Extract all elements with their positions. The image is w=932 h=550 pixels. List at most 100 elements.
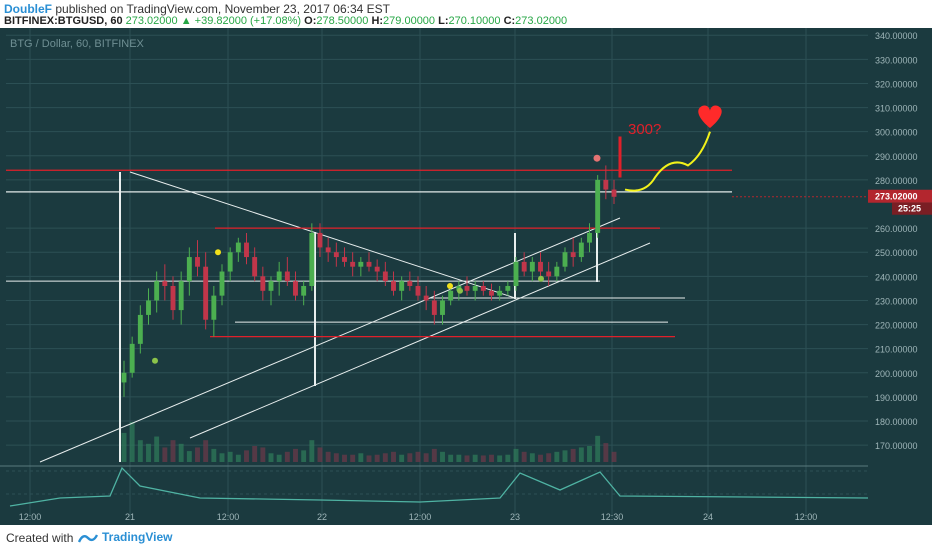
candlesticks[interactable] — [121, 165, 617, 397]
volume-bar — [595, 435, 601, 462]
volume-bar — [162, 447, 168, 462]
volume-bar — [554, 451, 560, 462]
candle — [611, 179, 617, 205]
candle-body — [480, 285, 486, 291]
price-tick-label: 190.00000 — [875, 393, 918, 403]
candle — [374, 259, 380, 282]
current-price-label: 273.02000 — [875, 192, 918, 202]
candle — [317, 223, 323, 258]
volume-bar — [497, 455, 503, 462]
volume-bar — [570, 448, 576, 462]
time-axis[interactable]: 12:00 21 12:00 22 12:00 23 12:30 24 12:00 — [19, 512, 818, 522]
candle-body — [260, 276, 266, 291]
annotations: 300? — [152, 105, 722, 364]
candle-body — [440, 300, 445, 315]
candle — [350, 252, 356, 277]
candle-body — [186, 257, 192, 282]
candle-body — [129, 343, 135, 373]
price-axis[interactable]: 340.00000 330.00000 320.00000 310.00000 300.… — [868, 28, 932, 525]
volume-bar — [374, 454, 380, 462]
candle — [211, 285, 217, 337]
candle — [407, 271, 413, 291]
price-chart[interactable]: BTG / Dollar, 60, BITFINEX 300? 1.00000.… — [0, 28, 932, 525]
high-value: 279.00000 — [383, 15, 436, 27]
candle-body — [203, 266, 209, 320]
candle-body — [178, 281, 184, 311]
volume-bar — [366, 455, 372, 462]
tradingview-brand[interactable]: TradingView — [102, 530, 173, 544]
volume-bar — [546, 453, 552, 462]
candle-body — [464, 285, 470, 291]
volume-bar — [309, 440, 315, 462]
indicator-dot — [152, 357, 158, 364]
candle-body — [325, 247, 331, 253]
candle — [538, 252, 543, 277]
candle — [431, 290, 437, 325]
candle — [178, 271, 184, 325]
chart-watermark: BTG / Dollar, 60, BITFINEX — [10, 38, 145, 50]
candle — [546, 261, 552, 286]
chart-footer: Created with TradingView — [0, 525, 932, 550]
symbol-ohlc-line: BITFINEX:BTGUSD, 60 273.02000 ▲ +39.8200… — [4, 15, 567, 27]
trend-line — [189, 242, 651, 439]
candle-body — [521, 261, 527, 272]
indicator-dot — [447, 282, 453, 289]
volume-bar — [227, 451, 233, 462]
volume-bar — [562, 450, 568, 462]
volume-bar — [252, 446, 258, 462]
candle-body — [382, 271, 388, 282]
published-text: published on TradingView.com, November 2… — [55, 2, 390, 16]
volume-bar — [121, 432, 127, 462]
volume-bar — [293, 448, 298, 462]
candle-body — [423, 295, 429, 301]
volume-bar — [448, 454, 454, 462]
low-value: 270.10000 — [448, 15, 501, 27]
price-tick-label: 230.00000 — [875, 296, 918, 306]
volume-bar — [415, 451, 421, 462]
time-tick-label: 23 — [510, 512, 520, 522]
candle-body — [489, 290, 494, 296]
candle — [497, 285, 503, 301]
candle — [235, 237, 241, 262]
volume-bar — [521, 451, 527, 462]
low-label: L: — [438, 15, 449, 27]
time-tick-label: 12:00 — [795, 512, 818, 522]
volume-bar — [276, 454, 282, 462]
volume-bar — [603, 443, 609, 462]
trend-drawings — [6, 169, 868, 463]
author-name[interactable]: DoubleF — [4, 2, 52, 16]
candle-body — [235, 242, 241, 253]
volume-bar — [407, 453, 413, 462]
candle — [293, 271, 298, 301]
close-value: 273.02000 — [515, 15, 568, 27]
candle-body — [227, 252, 233, 272]
price-tick-label: 300.00000 — [875, 128, 918, 138]
candle — [129, 336, 135, 378]
candle-body — [162, 281, 168, 286]
candle — [423, 285, 429, 311]
heart-icon — [698, 105, 722, 128]
close-label: C: — [503, 15, 516, 27]
candle-body — [562, 252, 568, 267]
time-tick-label: 12:00 — [19, 512, 42, 522]
candle-body — [570, 252, 576, 258]
volume-bar — [129, 422, 135, 462]
price-tick-label: 170.00000 — [875, 441, 918, 451]
candle — [505, 281, 511, 296]
candle — [195, 240, 200, 277]
high-label: H: — [371, 15, 384, 27]
candle — [333, 242, 339, 267]
candle-body — [513, 261, 519, 286]
candle-body — [578, 242, 584, 258]
candle — [472, 281, 478, 301]
candle — [342, 247, 347, 267]
candle-body — [317, 232, 323, 248]
candle — [137, 305, 143, 354]
price-tick-label: 240.00000 — [875, 272, 918, 282]
candle — [448, 285, 454, 306]
candle — [521, 252, 527, 277]
candle — [146, 288, 151, 325]
volume-bar — [154, 436, 160, 462]
volume-bar — [440, 451, 445, 462]
candle-body — [170, 285, 176, 311]
